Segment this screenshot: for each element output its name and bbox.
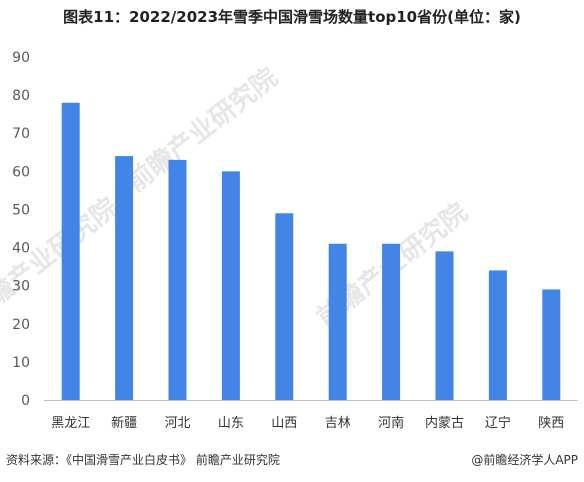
- y-tick-label: 30: [12, 279, 30, 295]
- y-tick-label: 90: [12, 50, 30, 66]
- bar-1: [115, 156, 134, 400]
- x-tick-label: 河北: [164, 416, 190, 431]
- x-tick-label: 陕西: [538, 416, 564, 431]
- bar-8: [488, 270, 507, 400]
- bar-4: [275, 213, 294, 400]
- chart-title: 图表11：2022/2023年雪季中国滑雪场数量top10省份(单位：家): [63, 8, 521, 26]
- x-tick-label: 山东: [218, 416, 244, 431]
- bar-9: [542, 289, 561, 400]
- y-tick-label: 80: [12, 88, 30, 104]
- x-tick-label: 山西: [271, 416, 297, 431]
- bar-0: [61, 102, 80, 400]
- y-tick-label: 60: [12, 164, 30, 180]
- x-tick-label: 新疆: [111, 415, 137, 431]
- bar-6: [382, 243, 401, 400]
- credit: @前瞻经济学人APP: [471, 453, 578, 467]
- x-tick-label: 辽宁: [485, 415, 511, 431]
- bar-3: [221, 171, 240, 400]
- y-tick-label: 40: [12, 241, 30, 257]
- y-tick-label: 0: [21, 393, 30, 409]
- source-note: 资料来源：《中国滑雪产业白皮书》 前瞻产业研究院: [6, 453, 280, 467]
- y-tick-label: 10: [12, 355, 30, 371]
- y-tick-label: 20: [12, 317, 30, 333]
- bar-5: [328, 243, 347, 400]
- y-tick-label: 70: [12, 126, 30, 142]
- x-tick-label: 黑龙江: [51, 416, 90, 431]
- bar-7: [435, 251, 454, 400]
- x-tick-label: 吉林: [325, 416, 351, 431]
- y-tick-label: 50: [12, 202, 30, 218]
- x-tick-label: 内蒙古: [425, 415, 464, 431]
- x-tick-label: 河南: [378, 415, 404, 431]
- bar-2: [168, 159, 187, 400]
